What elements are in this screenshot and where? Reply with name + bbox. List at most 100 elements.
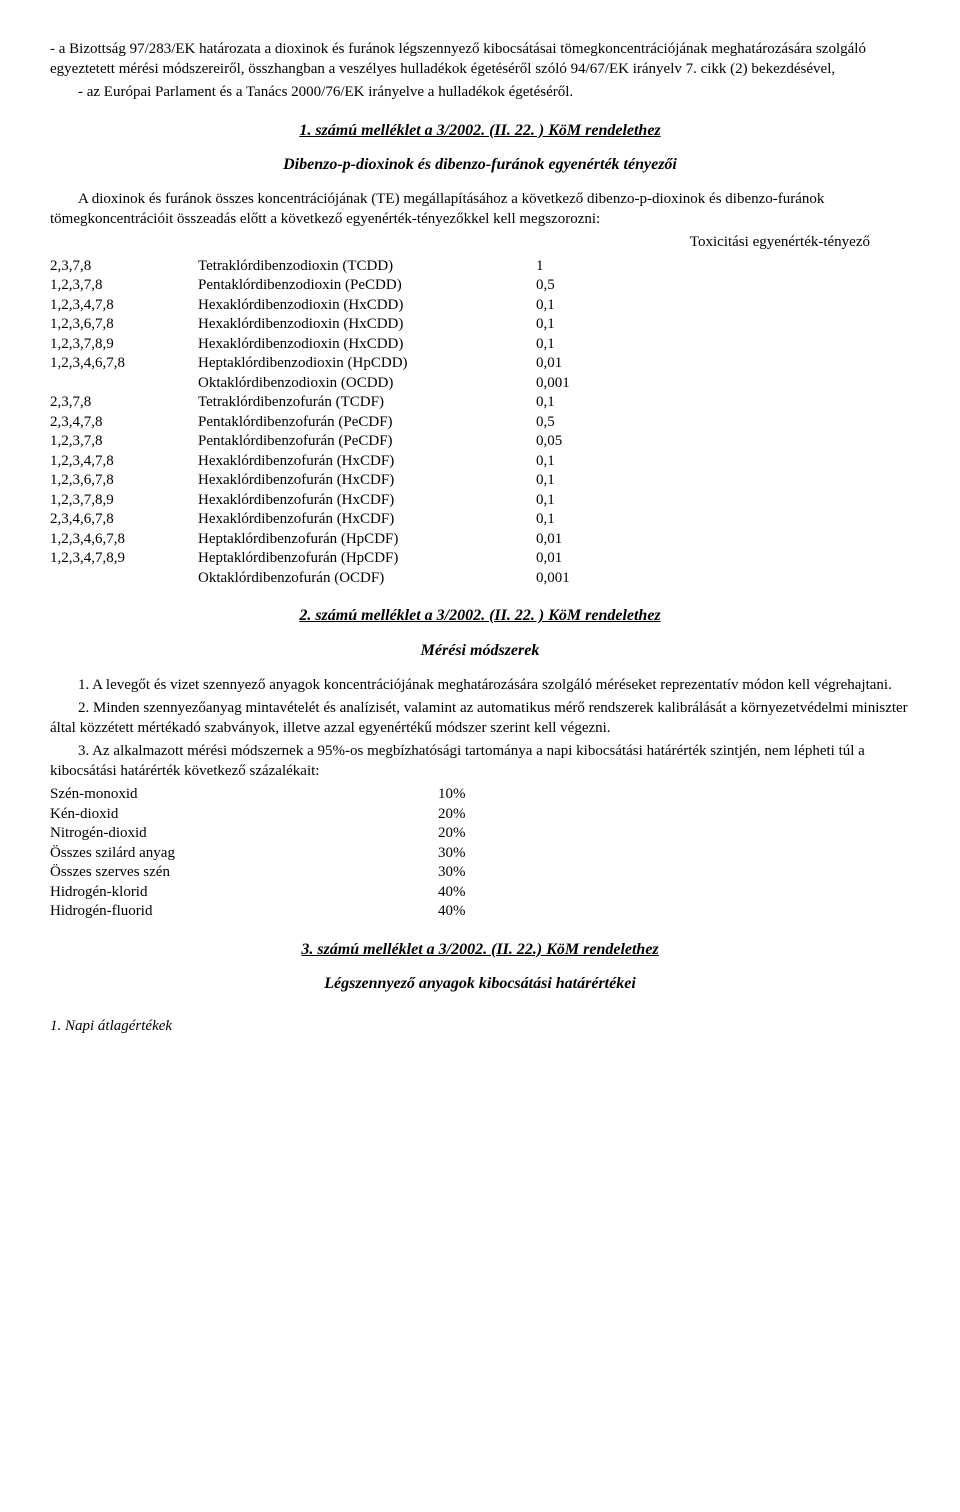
substance-name: Összes szerves szén [50,863,438,883]
table-row: 2,3,4,6,7,8Hexaklórdibenzofurán (HxCDF)0… [50,510,604,530]
isomer-code: 1,2,3,4,7,8,9 [50,549,198,569]
factor-value: 0,1 [536,471,604,491]
percent-value: 30% [438,863,474,883]
annex2-paragraph-2: 2. Minden szennyezőanyag mintavételét és… [50,699,910,738]
factor-value: 0,1 [536,393,604,413]
annex3-heading: 3. számú melléklet a 3/2002. (II. 22.) K… [50,940,910,961]
substance-name: Hidrogén-fluorid [50,902,438,922]
factor-value: 0,1 [536,510,604,530]
table-row: 1,2,3,4,6,7,8Heptaklórdibenzodioxin (HpC… [50,354,604,374]
table-row: 1,2,3,4,6,7,8Heptaklórdibenzofurán (HpCD… [50,530,604,550]
table-row: Kén-dioxid20% [50,805,474,825]
table-row: 1,2,3,4,7,8,9Heptaklórdibenzofurán (HpCD… [50,549,604,569]
compound-name: Heptaklórdibenzodioxin (HpCDD) [198,354,536,374]
table-row: 1,2,3,4,7,8Hexaklórdibenzofurán (HxCDF)0… [50,452,604,472]
isomer-code: 2,3,7,8 [50,393,198,413]
isomer-code: 1,2,3,4,6,7,8 [50,530,198,550]
percent-value: 30% [438,844,474,864]
table-row: 1,2,3,6,7,8Hexaklórdibenzofurán (HxCDF)0… [50,471,604,491]
table-row: 1,2,3,7,8Pentaklórdibenzodioxin (PeCDD)0… [50,276,604,296]
factor-value: 0,01 [536,530,604,550]
annex2-paragraph-3: 3. Az alkalmazott mérési módszernek a 95… [50,742,910,781]
compound-name: Pentaklórdibenzofurán (PeCDF) [198,413,536,433]
annex1-heading: 1. számú melléklet a 3/2002. (II. 22. ) … [50,121,910,142]
intro-paragraph-2: - az Európai Parlament és a Tanács 2000/… [50,83,910,103]
table-row: Összes szilárd anyag30% [50,844,474,864]
factor-value: 0,001 [536,569,604,589]
isomer-code: 2,3,4,6,7,8 [50,510,198,530]
substance-name: Hidrogén-klorid [50,883,438,903]
isomer-code: 1,2,3,7,8 [50,432,198,452]
isomer-code: 1,2,3,7,8,9 [50,491,198,511]
factor-value: 0,01 [536,549,604,569]
table-row: Összes szerves szén30% [50,863,474,883]
isomer-code: 1,2,3,6,7,8 [50,471,198,491]
table-row: Oktaklórdibenzofurán (OCDF)0,001 [50,569,604,589]
compound-name: Hexaklórdibenzofurán (HxCDF) [198,471,536,491]
isomer-code: 1,2,3,4,6,7,8 [50,354,198,374]
factor-value: 0,5 [536,276,604,296]
percent-value: 40% [438,883,474,903]
compound-name: Heptaklórdibenzofurán (HpCDF) [198,530,536,550]
annex2-paragraph-1: 1. A levegőt és vizet szennyező anyagok … [50,676,910,696]
intro-paragraph-1: - a Bizottság 97/283/EK határozata a dio… [50,40,910,79]
compound-name: Oktaklórdibenzofurán (OCDF) [198,569,536,589]
factor-value: 1 [536,257,604,277]
substance-name: Összes szilárd anyag [50,844,438,864]
table-row: 1,2,3,6,7,8Hexaklórdibenzodioxin (HxCDD)… [50,315,604,335]
compound-name: Hexaklórdibenzofurán (HxCDF) [198,452,536,472]
table-row: 1,2,3,7,8,9Hexaklórdibenzofurán (HxCDF)0… [50,491,604,511]
compound-name: Hexaklórdibenzofurán (HxCDF) [198,491,536,511]
table-row: 2,3,7,8Tetraklórdibenzodioxin (TCDD)1 [50,257,604,277]
compound-name: Hexaklórdibenzodioxin (HxCDD) [198,296,536,316]
table-row: Hidrogén-klorid40% [50,883,474,903]
isomer-code [50,569,198,589]
percent-value: 20% [438,805,474,825]
annex1-subheading: Dibenzo-p-dioxinok és dibenzo-furánok eg… [50,155,910,176]
percent-table: Szén-monoxid10%Kén-dioxid20%Nitrogén-dio… [50,785,474,922]
equivalence-factor-table: 2,3,7,8Tetraklórdibenzodioxin (TCDD)11,2… [50,257,604,589]
isomer-code: 2,3,4,7,8 [50,413,198,433]
compound-name: Heptaklórdibenzofurán (HpCDF) [198,549,536,569]
compound-name: Oktaklórdibenzodioxin (OCDD) [198,374,536,394]
table-row: Nitrogén-dioxid20% [50,824,474,844]
isomer-code: 1,2,3,7,8,9 [50,335,198,355]
substance-name: Kén-dioxid [50,805,438,825]
isomer-code: 1,2,3,6,7,8 [50,315,198,335]
factor-value: 0,1 [536,335,604,355]
annex1-lead: A dioxinok és furánok összes koncentráci… [50,190,910,229]
table-row: Hidrogén-fluorid40% [50,902,474,922]
compound-name: Pentaklórdibenzofurán (PeCDF) [198,432,536,452]
compound-name: Tetraklórdibenzodioxin (TCDD) [198,257,536,277]
table-row: 1,2,3,4,7,8Hexaklórdibenzodioxin (HxCDD)… [50,296,604,316]
annex2-heading: 2. számú melléklet a 3/2002. (II. 22. ) … [50,606,910,627]
compound-name: Hexaklórdibenzofurán (HxCDF) [198,510,536,530]
factor-value: 0,1 [536,491,604,511]
factor-value: 0,01 [536,354,604,374]
substance-name: Nitrogén-dioxid [50,824,438,844]
isomer-code: 1,2,3,4,7,8 [50,296,198,316]
percent-value: 40% [438,902,474,922]
table-row: 1,2,3,7,8Pentaklórdibenzofurán (PeCDF)0,… [50,432,604,452]
compound-name: Pentaklórdibenzodioxin (PeCDD) [198,276,536,296]
annex3-subheading: Légszennyező anyagok kibocsátási határér… [50,974,910,995]
factor-value: 0,1 [536,315,604,335]
substance-name: Szén-monoxid [50,785,438,805]
factor-value: 0,1 [536,296,604,316]
table-row: Szén-monoxid10% [50,785,474,805]
percent-value: 10% [438,785,474,805]
table-row: 1,2,3,7,8,9Hexaklórdibenzodioxin (HxCDD)… [50,335,604,355]
factor-value: 0,1 [536,452,604,472]
table-row: Oktaklórdibenzodioxin (OCDD)0,001 [50,374,604,394]
compound-name: Hexaklórdibenzodioxin (HxCDD) [198,335,536,355]
table-row: 2,3,7,8Tetraklórdibenzofurán (TCDF)0,1 [50,393,604,413]
compound-name: Tetraklórdibenzofurán (TCDF) [198,393,536,413]
factor-value: 0,05 [536,432,604,452]
annex3-footer: 1. Napi átlagértékek [50,1017,910,1037]
factor-value: 0,5 [536,413,604,433]
table-row: 2,3,4,7,8Pentaklórdibenzofurán (PeCDF)0,… [50,413,604,433]
isomer-code: 1,2,3,4,7,8 [50,452,198,472]
isomer-code: 1,2,3,7,8 [50,276,198,296]
toxicity-header: Toxicitási egyenérték-tényező [50,233,910,253]
annex2-subheading: Mérési módszerek [50,641,910,662]
